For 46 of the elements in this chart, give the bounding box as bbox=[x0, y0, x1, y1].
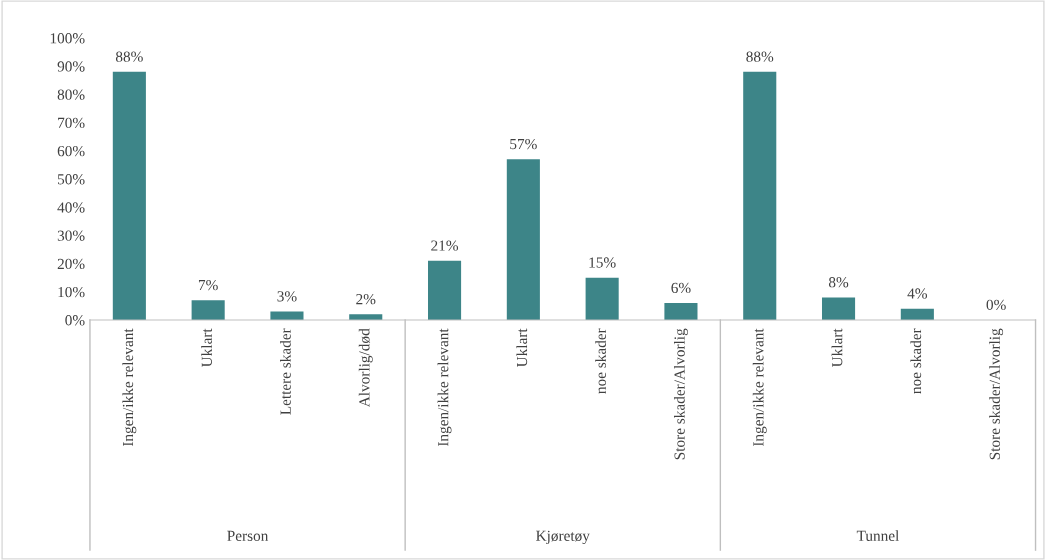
text: Person bbox=[227, 530, 269, 541]
bar bbox=[664, 303, 698, 320]
x-tick-label: Lettere skader bbox=[280, 328, 291, 415]
data-label: 88% bbox=[746, 51, 774, 62]
x-tick-label: Store skader/Alvorlig bbox=[989, 328, 1004, 460]
y-tick-label: 10% bbox=[58, 286, 85, 298]
bar bbox=[822, 297, 856, 320]
y-tick-label: 20% bbox=[57, 258, 85, 270]
x-tick-label: Alvorlig/død bbox=[358, 328, 373, 408]
x-tick-label: Store skader/Alvorlig bbox=[674, 328, 688, 460]
data-label: 21% bbox=[431, 240, 459, 251]
bar bbox=[743, 71, 777, 320]
bar bbox=[585, 277, 619, 320]
bar bbox=[191, 300, 225, 320]
x-tick-label: Ingen/ikke relevant bbox=[437, 328, 452, 447]
x-tick-label: Ingen/ikke relevant bbox=[122, 328, 137, 447]
bar bbox=[506, 159, 540, 320]
text: Tunnel bbox=[856, 530, 900, 541]
data-label: 4% bbox=[907, 288, 927, 299]
y-tick-label: 40% bbox=[57, 202, 85, 213]
y-tick-label: 80% bbox=[57, 89, 85, 100]
x-tick-label: Uklart bbox=[201, 328, 212, 368]
bar bbox=[428, 260, 462, 320]
x-tick-label: noe skader bbox=[595, 328, 606, 394]
y-tick-label: 60% bbox=[57, 145, 85, 157]
y-tick-label: 30% bbox=[57, 230, 85, 241]
bar bbox=[112, 71, 146, 320]
y-tick-label: 100% bbox=[50, 33, 85, 44]
text: Kjøretøy bbox=[536, 530, 590, 545]
data-label: 2% bbox=[356, 293, 376, 305]
x-tick-label: Uklart bbox=[831, 328, 843, 368]
data-label: 57% bbox=[510, 138, 537, 150]
data-label: 6% bbox=[671, 282, 691, 294]
data-label: 8% bbox=[828, 277, 849, 288]
data-label: 7% bbox=[198, 279, 218, 291]
x-tick-label: Uklart bbox=[516, 328, 528, 368]
data-label: 3% bbox=[277, 291, 297, 302]
data-label: 0% bbox=[986, 299, 1006, 310]
y-tick-label: 50% bbox=[57, 174, 85, 185]
data-label: 15% bbox=[589, 257, 616, 268]
y-tick-label: 0% bbox=[65, 315, 85, 326]
data-label: 88% bbox=[115, 51, 143, 62]
y-tick-label: 90% bbox=[57, 61, 85, 72]
x-tick-label: Ingen/ikke relevant bbox=[752, 328, 767, 447]
y-tick-label: 70% bbox=[58, 117, 85, 129]
x-tick-label: noe skader bbox=[910, 328, 922, 394]
